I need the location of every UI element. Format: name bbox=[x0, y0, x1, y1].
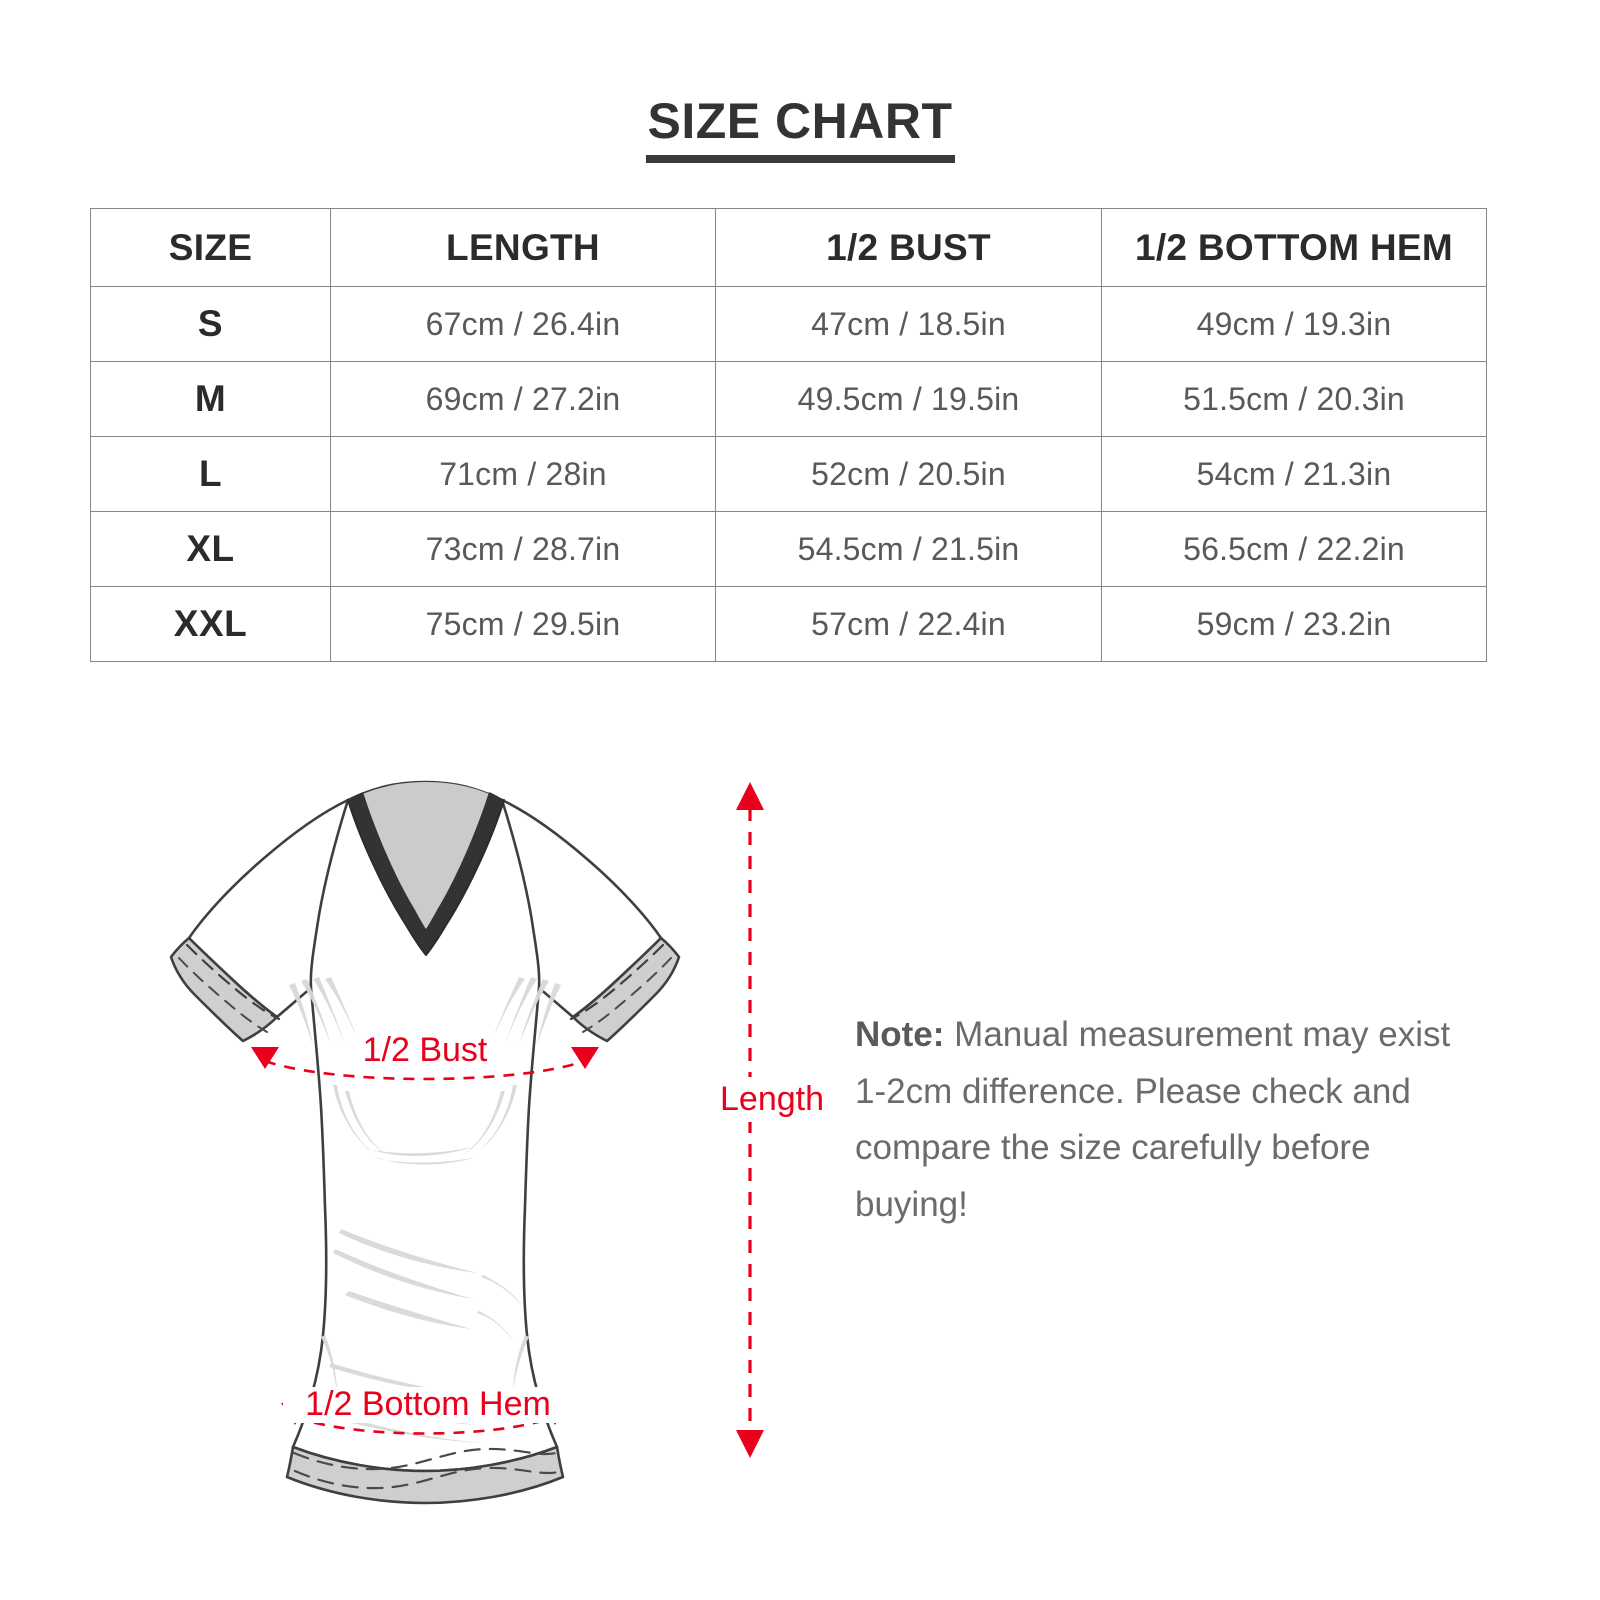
hem-stitch-inner bbox=[293, 1466, 560, 1490]
cell-length: 67cm / 26.4in bbox=[330, 286, 716, 362]
length-arrowhead-top bbox=[736, 782, 764, 810]
cell-bust: 49.5cm / 19.5in bbox=[715, 361, 1102, 437]
hem-label: 1/2 Bottom Hem bbox=[305, 1385, 551, 1423]
cell-bust: 54.5cm / 21.5in bbox=[715, 511, 1102, 587]
fabric-shading bbox=[289, 977, 561, 1443]
column-header-hem: 1/2 BOTTOM HEM bbox=[1101, 208, 1487, 287]
cell-length: 75cm / 29.5in bbox=[330, 586, 716, 662]
cuff-right-stitch bbox=[569, 943, 665, 1021]
cell-length: 73cm / 28.7in bbox=[330, 511, 716, 587]
size-chart-table: SIZE LENGTH 1/2 BUST 1/2 BOTTOM HEM S 67… bbox=[90, 208, 1487, 662]
note-text: Manual measurement may exist 1-2cm diffe… bbox=[855, 1015, 1451, 1225]
column-header-length: LENGTH bbox=[330, 208, 716, 287]
page-title: SIZE CHART bbox=[645, 96, 955, 163]
collar-band bbox=[348, 792, 504, 955]
measurement-note: Note: Manual measurement may exist 1-2cm… bbox=[855, 1007, 1470, 1234]
column-header-bust: 1/2 BUST bbox=[715, 208, 1102, 287]
bust-measure-line bbox=[264, 1059, 586, 1081]
column-header-size: SIZE bbox=[90, 208, 331, 287]
cell-length: 71cm / 28in bbox=[330, 436, 716, 512]
cuff-left-stitch-inner bbox=[178, 957, 268, 1033]
cell-hem: 49cm / 19.3in bbox=[1101, 286, 1487, 362]
table-row: L 71cm / 28in 52cm / 20.5in 54cm / 21.3i… bbox=[90, 436, 1487, 512]
cell-size: XL bbox=[90, 511, 331, 587]
cell-bust: 57cm / 22.4in bbox=[715, 586, 1102, 662]
table-row: S 67cm / 26.4in 47cm / 18.5in 49cm / 19.… bbox=[90, 286, 1487, 362]
table-row: XL 73cm / 28.7in 54.5cm / 21.5in 56.5cm … bbox=[90, 511, 1487, 587]
cuff-left-fill bbox=[169, 936, 279, 1043]
bust-arrowhead-right bbox=[571, 1047, 599, 1069]
table-row: M 69cm / 27.2in 49.5cm / 19.5in 51.5cm /… bbox=[90, 361, 1487, 437]
cell-size: L bbox=[90, 436, 331, 512]
cell-hem: 51.5cm / 20.3in bbox=[1101, 361, 1487, 437]
cell-size: S bbox=[90, 286, 331, 362]
cell-hem: 56.5cm / 22.2in bbox=[1101, 511, 1487, 587]
table-header-row: SIZE LENGTH 1/2 BUST 1/2 BOTTOM HEM bbox=[90, 208, 1487, 287]
tshirt-diagram: 1/2 Bust 1/2 Bottom Hem bbox=[95, 755, 755, 1515]
cuff-right-stitch-inner bbox=[582, 957, 672, 1033]
title-block: SIZE CHART bbox=[0, 96, 1600, 163]
cuff-right-fill bbox=[571, 936, 681, 1043]
hem-stitch-outer bbox=[292, 1447, 558, 1471]
cell-hem: 54cm / 21.3in bbox=[1101, 436, 1487, 512]
bust-arrowhead-left bbox=[251, 1047, 279, 1069]
bust-measure-annotation: 1/2 Bust bbox=[251, 1031, 599, 1081]
length-arrowhead-bottom bbox=[736, 1430, 764, 1458]
cell-length: 69cm / 27.2in bbox=[330, 361, 716, 437]
hem-band-fill bbox=[285, 1445, 565, 1505]
shoulder-seam-left bbox=[309, 798, 350, 990]
cell-size: M bbox=[90, 361, 331, 437]
note-label: Note: bbox=[855, 1015, 945, 1054]
bust-label: 1/2 Bust bbox=[363, 1031, 488, 1069]
hem-measure-line bbox=[294, 1415, 556, 1435]
collar-band-outline bbox=[347, 799, 505, 956]
cell-bust: 52cm / 20.5in bbox=[715, 436, 1102, 512]
inner-neck-fill bbox=[351, 782, 501, 949]
cell-size: XXL bbox=[90, 586, 331, 662]
cuff-left-stitch bbox=[185, 943, 281, 1021]
length-label: Length bbox=[714, 1077, 830, 1122]
cell-bust: 47cm / 18.5in bbox=[715, 286, 1102, 362]
cell-hem: 59cm / 23.2in bbox=[1101, 586, 1487, 662]
table-row: XXL 75cm / 29.5in 57cm / 22.4in 59cm / 2… bbox=[90, 586, 1487, 662]
shoulder-seam-right bbox=[500, 798, 541, 990]
hem-measure-annotation: 1/2 Bottom Hem bbox=[281, 1385, 573, 1435]
